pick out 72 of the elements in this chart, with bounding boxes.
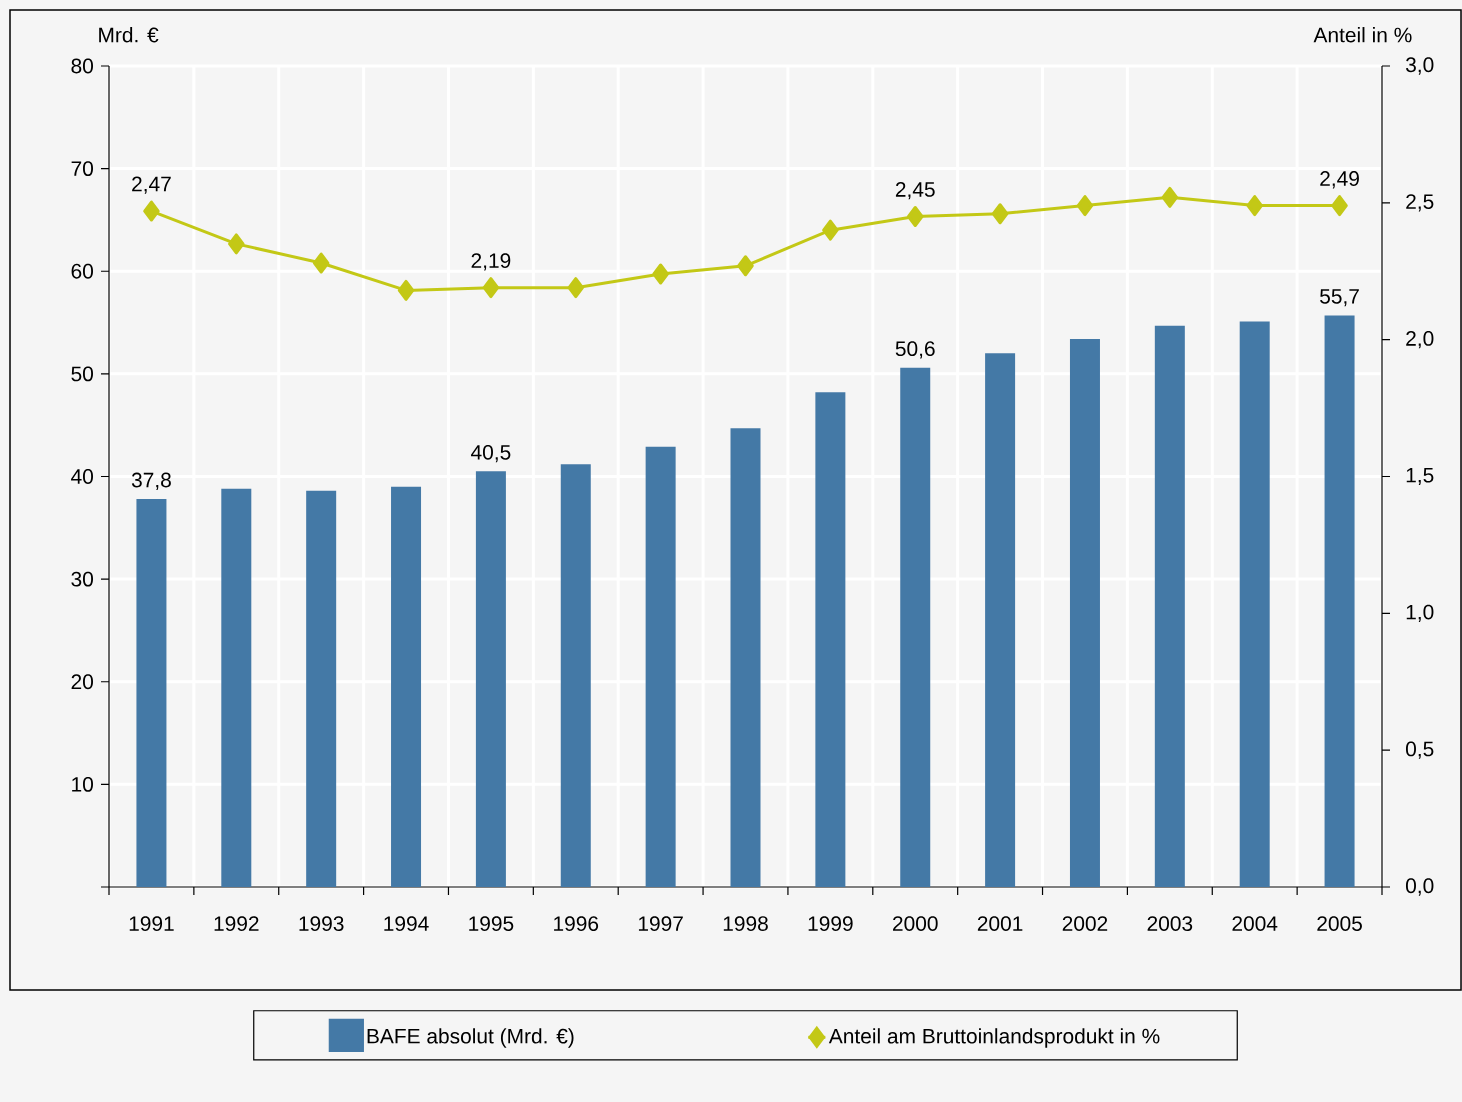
y2-tick-label: 1,5 (1406, 467, 1434, 486)
point (906, 206, 924, 228)
bar (391, 486, 422, 887)
x-tick-label: 1993 (299, 916, 344, 931)
point (228, 233, 245, 255)
x-tick-label: 1996 (554, 916, 599, 931)
point (737, 255, 754, 277)
y2-tick-label: 0,5 (1405, 741, 1434, 759)
y2-tick-label: 1,0 (1406, 604, 1434, 622)
y-tick-label: 60 (71, 263, 93, 279)
data-label: 55,7 (1320, 289, 1359, 307)
y-tick-label: 30 (71, 571, 93, 587)
y2-axis-title: Anteil in % (1313, 27, 1412, 43)
y-tick-label: 20 (71, 674, 93, 690)
bar (900, 367, 931, 887)
point (143, 200, 160, 222)
bar (730, 428, 761, 887)
point (822, 219, 839, 241)
y-tick-label: 80 (71, 58, 93, 74)
bar (985, 353, 1016, 887)
bar (475, 471, 506, 887)
y2-tick-label: 3,0 (1405, 57, 1434, 75)
y2-tick-label: 0,0 (1405, 878, 1434, 896)
bar (815, 392, 846, 887)
point (312, 252, 330, 274)
x-tick-label: 2004 (1232, 916, 1278, 931)
x-tick-label: 2002 (1062, 916, 1108, 931)
data-label: 37,8 (131, 472, 171, 490)
x-tick-label: 1992 (214, 916, 259, 931)
bar (1154, 325, 1185, 887)
y-tick-label: 40 (71, 469, 93, 484)
legend-label: Anteil am Bruttoinlandsprodukt in % (828, 1028, 1160, 1048)
bar (306, 490, 337, 887)
point (991, 203, 1009, 225)
point (567, 277, 585, 299)
x-tick-label: 1999 (808, 916, 853, 931)
y2-tick-label: 2,0 (1406, 331, 1434, 349)
y-axis-title: Mrd. € (99, 27, 159, 43)
x-tick-label: 2000 (893, 916, 938, 931)
data-label: 2,49 (1320, 171, 1359, 189)
point (1161, 186, 1179, 208)
bar (221, 488, 252, 887)
x-tick-label: 1998 (723, 916, 768, 931)
y2-tick-label: 2,5 (1406, 194, 1434, 212)
x-tick-label: 2001 (977, 916, 1023, 931)
x-tick-label: 1997 (638, 916, 683, 931)
data-label: 2,47 (132, 176, 171, 194)
y-tick-label: 50 (71, 366, 93, 382)
bar (1324, 315, 1355, 887)
point (397, 279, 415, 301)
y-tick-label: 70 (71, 161, 93, 177)
data-label: 2,45 (895, 182, 935, 200)
legend-label: BAFE absolut (Mrd. €) (367, 1028, 574, 1048)
data-label: 2,19 (471, 253, 511, 271)
data-label: 40,5 (471, 444, 511, 463)
point (1076, 195, 1094, 217)
bar (1069, 338, 1100, 887)
y-tick-label: 10 (72, 776, 93, 792)
bar (560, 464, 591, 887)
bar (645, 446, 676, 887)
bar (1239, 321, 1270, 887)
bar (136, 499, 167, 887)
x-tick-label: 1991 (129, 916, 174, 931)
point (652, 263, 669, 285)
data-label: 50,6 (895, 341, 935, 359)
x-tick-label: 1995 (469, 916, 514, 931)
x-tick-label: 1994 (384, 916, 429, 931)
x-tick-label: 2003 (1147, 916, 1193, 931)
point (1331, 195, 1348, 217)
point (482, 277, 500, 299)
x-tick-label: 2005 (1317, 916, 1362, 931)
point (1246, 195, 1263, 217)
